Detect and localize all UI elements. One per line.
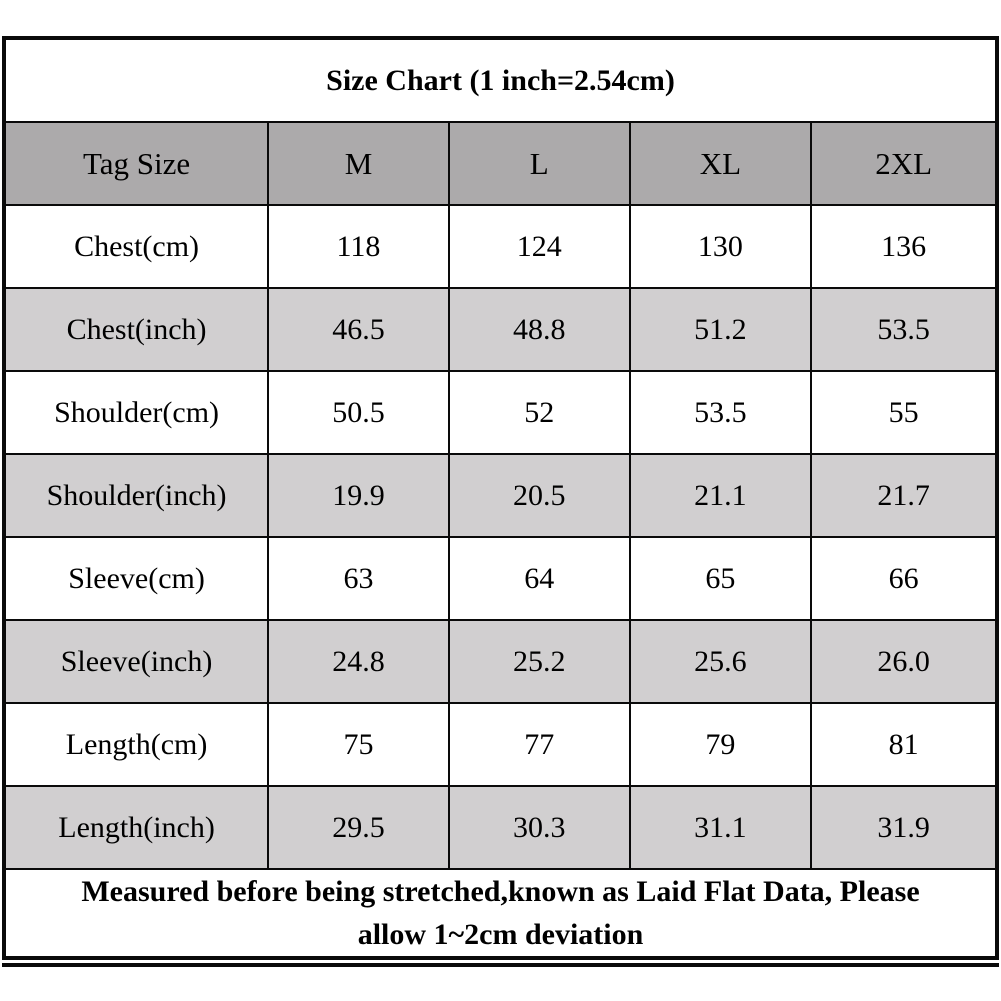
title-row: Size Chart (1 inch=2.54cm) — [3, 37, 998, 123]
cell-value: 30.3 — [447, 785, 631, 870]
cell-value: 26.0 — [810, 619, 998, 704]
table-row-length-inch: Length(inch) 29.5 30.3 31.1 31.9 — [2, 785, 998, 870]
column-header-l: L — [447, 121, 631, 206]
footer-row: Measured before being stretched,known as… — [3, 867, 998, 960]
cell-value: 48.8 — [447, 287, 631, 372]
cell-value: 20.5 — [447, 453, 631, 538]
measurement-note-line2: allow 1~2cm deviation — [357, 918, 644, 952]
measurement-note: Measured before being stretched,known as… — [3, 867, 998, 960]
cell-value: 130 — [628, 204, 813, 289]
measurement-note-line1: Measured before being stretched,known as… — [81, 875, 920, 908]
cell-value: 31.9 — [810, 785, 998, 870]
table-row-chest-inch: Chest(inch) 46.5 48.8 51.2 53.5 — [2, 287, 998, 372]
column-header-xl: XL — [628, 121, 813, 206]
row-label: Length(inch) — [2, 785, 270, 870]
cell-value: 79 — [628, 702, 813, 787]
bottom-divider-line — [2, 963, 999, 968]
cell-value: 53.5 — [628, 370, 813, 455]
cell-value: 65 — [628, 536, 813, 621]
cell-value: 21.1 — [628, 453, 813, 538]
cell-value: 75 — [267, 702, 450, 787]
table-row-chest-cm: Chest(cm) 118 124 130 136 — [2, 204, 998, 289]
table-row-shoulder-inch: Shoulder(inch) 19.9 20.5 21.1 21.7 — [2, 453, 998, 538]
cell-value: 51.2 — [628, 287, 813, 372]
table-title: Size Chart (1 inch=2.54cm) — [3, 37, 998, 123]
cell-value: 124 — [447, 204, 631, 289]
row-label: Sleeve(inch) — [2, 619, 270, 704]
cell-value: 53.5 — [810, 287, 998, 372]
header-row: Tag Size M L XL 2XL — [2, 121, 998, 206]
row-label: Length(cm) — [2, 702, 270, 787]
column-header-m: M — [267, 121, 450, 206]
cell-value: 25.2 — [447, 619, 631, 704]
cell-value: 46.5 — [267, 287, 450, 372]
cell-value: 136 — [810, 204, 998, 289]
column-header-tag-size: Tag Size — [2, 121, 270, 206]
row-label: Chest(cm) — [2, 204, 270, 289]
row-label: Sleeve(cm) — [2, 536, 270, 621]
size-chart-table: Size Chart (1 inch=2.54cm) Tag Size M L … — [2, 36, 999, 961]
cell-value: 66 — [810, 536, 998, 621]
table-row-shoulder-cm: Shoulder(cm) 50.5 52 53.5 55 — [2, 370, 998, 455]
row-label: Shoulder(inch) — [2, 453, 270, 538]
cell-value: 77 — [447, 702, 631, 787]
cell-value: 21.7 — [810, 453, 998, 538]
cell-value: 29.5 — [267, 785, 450, 870]
column-header-2xl: 2XL — [810, 121, 998, 206]
cell-value: 25.6 — [628, 619, 813, 704]
table-row-sleeve-inch: Sleeve(inch) 24.8 25.2 25.6 26.0 — [2, 619, 998, 704]
cell-value: 64 — [447, 536, 631, 621]
cell-value: 19.9 — [267, 453, 450, 538]
cell-value: 55 — [810, 370, 998, 455]
row-label: Chest(inch) — [2, 287, 270, 372]
cell-value: 81 — [810, 702, 998, 787]
cell-value: 63 — [267, 536, 450, 621]
row-label: Shoulder(cm) — [2, 370, 270, 455]
size-chart-table-wrapper: Size Chart (1 inch=2.54cm) Tag Size M L … — [2, 36, 999, 968]
cell-value: 52 — [447, 370, 631, 455]
table-row-length-cm: Length(cm) 75 77 79 81 — [2, 702, 998, 787]
cell-value: 31.1 — [628, 785, 813, 870]
cell-value: 50.5 — [267, 370, 450, 455]
cell-value: 118 — [267, 204, 450, 289]
table-row-sleeve-cm: Sleeve(cm) 63 64 65 66 — [2, 536, 998, 621]
cell-value: 24.8 — [267, 619, 450, 704]
